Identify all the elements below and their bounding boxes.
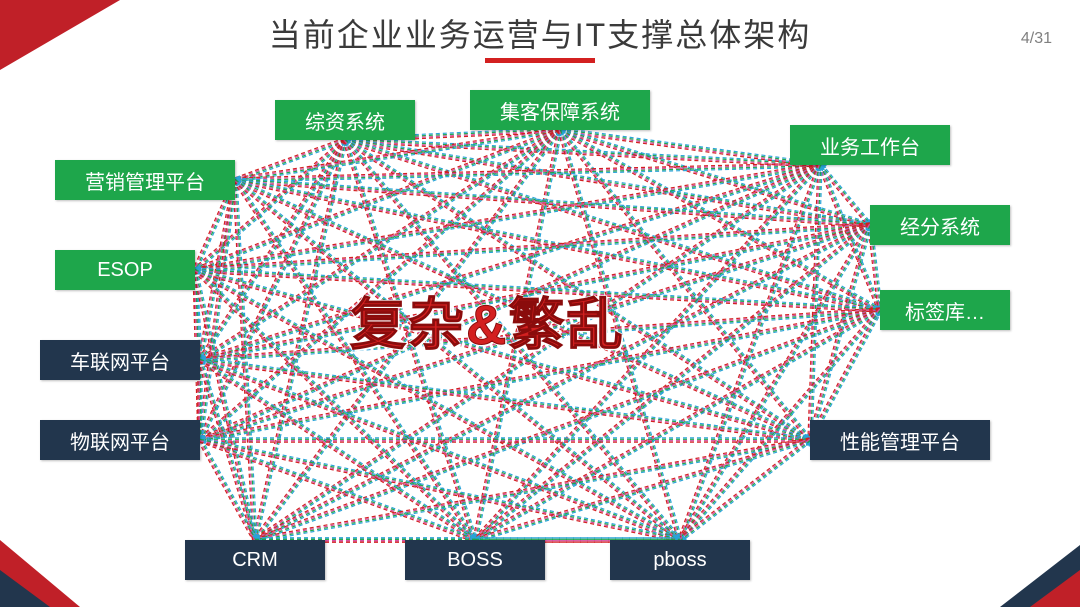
- node-label: BOSS: [447, 549, 503, 572]
- node-biaoqian: 标签库…: [880, 290, 1010, 330]
- node-label: 性能管理平台: [840, 426, 960, 455]
- node-label: 经分系统: [900, 211, 980, 240]
- node-boss: BOSS: [405, 540, 545, 580]
- node-yingxiao: 营销管理平台: [55, 160, 235, 200]
- node-zongzi: 综资系统: [275, 100, 415, 140]
- node-yewu: 业务工作台: [790, 125, 950, 165]
- node-wulian: 物联网平台: [40, 420, 200, 460]
- node-label: ESOP: [97, 259, 153, 282]
- node-label: pboss: [653, 549, 706, 572]
- node-label: 集客保障系统: [500, 96, 620, 125]
- slide: 当前企业业务运营与IT支撑总体架构 4/31 综资系统集客保障系统业务工作台营销…: [0, 0, 1080, 607]
- node-label: 营销管理平台: [85, 166, 205, 195]
- node-label: 物联网平台: [70, 426, 170, 455]
- node-crm: CRM: [185, 540, 325, 580]
- node-label: 车联网平台: [70, 346, 170, 375]
- node-jike: 集客保障系统: [470, 90, 650, 130]
- node-label: 业务工作台: [820, 131, 920, 160]
- center-overlay-text: 复杂&繁乱: [350, 280, 624, 361]
- node-label: 综资系统: [305, 106, 385, 135]
- node-chelian: 车联网平台: [40, 340, 200, 380]
- node-label: 标签库…: [905, 296, 985, 325]
- node-jingfen: 经分系统: [870, 205, 1010, 245]
- node-xingneng: 性能管理平台: [810, 420, 990, 460]
- node-label: CRM: [232, 549, 278, 572]
- node-esop: ESOP: [55, 250, 195, 290]
- node-pboss: pboss: [610, 540, 750, 580]
